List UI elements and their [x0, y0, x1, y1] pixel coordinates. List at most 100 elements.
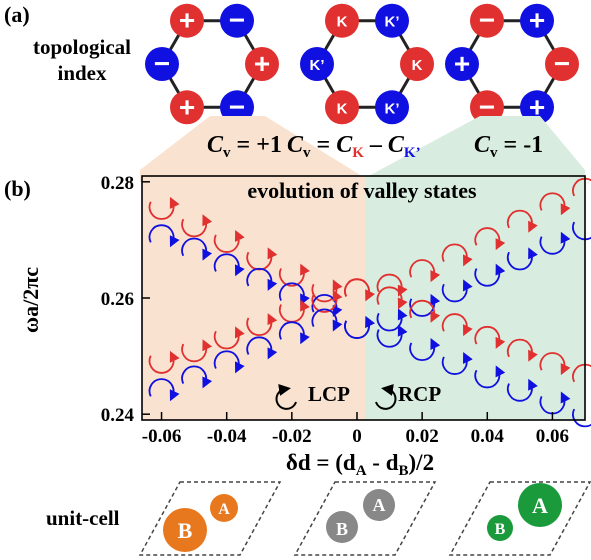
unit-cell-small-label: A: [373, 495, 386, 515]
site-label: K’: [385, 14, 400, 31]
legend-rcp: RCP: [398, 382, 441, 406]
valley-state-loop: [506, 338, 538, 362]
y-tick-label: 0.24: [101, 405, 135, 426]
unit-cell-big-atom: [163, 508, 207, 552]
x-axis-label: δd = (dA - dB)/2: [286, 450, 434, 479]
valley-state-loop: [506, 209, 538, 233]
y-tick-label: 0.28: [101, 173, 134, 194]
site-label: +: [179, 5, 195, 36]
site-label: K’: [385, 100, 400, 117]
valley-state-loop: [441, 243, 473, 267]
site-label: −: [229, 5, 245, 36]
site-circle: [470, 90, 504, 125]
valley-state-loop: [213, 253, 245, 277]
lcp-icon: [275, 383, 297, 410]
panel-b-label: (b): [4, 176, 31, 201]
valley-state-loop: [409, 259, 441, 283]
valley-state-loop: [344, 315, 375, 339]
site-circle: [325, 3, 359, 38]
unit-cell-group: B A B A A B: [138, 481, 591, 556]
valley-state-loop: [441, 279, 473, 303]
unit-cell-small-label: A: [218, 501, 230, 518]
site-circle: [325, 90, 359, 125]
site-circle: [170, 3, 204, 38]
site-circle: [220, 90, 254, 125]
unit-cell-outline: [138, 481, 282, 556]
valley-state-loop: [213, 326, 245, 350]
valley-state-loop: [572, 408, 591, 428]
unit-cell-small-atom: [363, 489, 395, 521]
site-label: −: [554, 48, 570, 79]
site-label: +: [254, 48, 270, 79]
valley-state-loop: [474, 326, 506, 349]
valley-state-loop: [181, 365, 213, 389]
valley-state-loop: [148, 350, 180, 374]
valley-state-loop: [409, 338, 441, 361]
valley-state-loop: [148, 378, 180, 402]
unit-cell-big-label: A: [532, 493, 548, 518]
site-circle: [400, 47, 434, 81]
site-circle: [145, 47, 179, 81]
x-tick-label: 0.02: [406, 426, 439, 447]
valley-state-loop: [278, 321, 310, 345]
y-tick-label: 0.26: [101, 289, 134, 310]
site-label: +: [179, 91, 195, 122]
valley-state-loop: [409, 293, 441, 317]
annotation: evolution of valley states: [247, 178, 477, 203]
cv-left: Cv = +1: [207, 132, 282, 161]
site-circle: [375, 3, 409, 38]
hexagon-group: + −+−+−K K’KK’KK’− +−+−+: [145, 3, 579, 125]
unit-cell-big-atom: [326, 511, 358, 543]
x-tick-label: -0.06: [142, 426, 182, 447]
valley-state-loop: [506, 247, 538, 271]
site-label: −: [479, 5, 495, 36]
valley-state-loop: [148, 196, 180, 220]
unit-cell-outline: [448, 481, 591, 556]
valley-state-loop: [474, 227, 506, 251]
site-label: K: [337, 100, 348, 117]
site-label: −: [479, 91, 495, 122]
valley-state-loop: [441, 351, 473, 375]
topological-label-line2: index: [57, 61, 107, 85]
x-tick-label: 0.04: [471, 426, 505, 447]
valley-state-loop: [311, 289, 343, 313]
site-circle: [245, 47, 279, 81]
valley-state-loop: [376, 286, 408, 310]
y-axis-label: ωa/2πc: [18, 267, 43, 333]
x-tick-label: 0.06: [536, 426, 569, 447]
legend: LCP RCP: [275, 382, 441, 410]
site-label: −: [154, 48, 170, 79]
valley-state-loop: [181, 214, 213, 238]
unit-cell-small-atom: [210, 494, 238, 522]
valley-state-loop: [506, 378, 538, 402]
unit-cell-label: unit-cell: [46, 506, 120, 530]
site-label: −: [229, 91, 245, 122]
site-label: +: [529, 91, 545, 122]
valley-state-loop: [246, 313, 278, 336]
site-circle: [520, 90, 554, 125]
legend-lcp: LCP: [308, 382, 350, 406]
unit-cell-big-label: B: [336, 519, 348, 539]
site-circle: [445, 47, 479, 81]
valley-state-loop: [213, 229, 245, 253]
plot-bg-orange: [142, 176, 365, 420]
unit-cell-small-atom: [487, 515, 513, 541]
site-circle: [170, 90, 204, 125]
axis-ticks: -0.06 -0.04 -0.02 0 0.02 0.04 0.06 0.24 0.26 0.28: [101, 173, 569, 447]
topological-label-line1: topological: [33, 35, 131, 59]
site-circle: [220, 3, 254, 38]
rcp-icon: [375, 383, 397, 410]
valley-state-loop: [181, 237, 213, 261]
site-circle: [470, 3, 504, 38]
x-tick-label: -0.02: [272, 426, 312, 447]
site-label: K’: [310, 57, 325, 74]
site-circle: [520, 3, 554, 38]
valley-state-loop: [474, 365, 506, 389]
valley-state-loop: [539, 231, 571, 255]
valley-state-loop: [311, 294, 343, 317]
valley-state-loop: [376, 324, 408, 348]
site-circle: [375, 90, 409, 125]
orange-wedge: [140, 116, 365, 182]
valley-state-loop: [376, 308, 408, 332]
